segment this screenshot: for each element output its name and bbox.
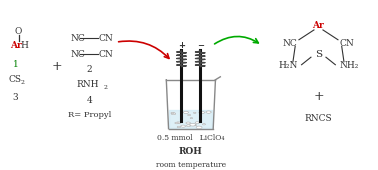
Circle shape bbox=[181, 125, 186, 127]
Text: CS: CS bbox=[9, 75, 22, 84]
Circle shape bbox=[190, 118, 193, 119]
FancyArrowPatch shape bbox=[215, 37, 258, 44]
Text: NC: NC bbox=[70, 34, 85, 43]
Text: +: + bbox=[178, 41, 185, 50]
Text: 2: 2 bbox=[87, 65, 92, 74]
Circle shape bbox=[199, 111, 204, 114]
Circle shape bbox=[195, 122, 199, 124]
Circle shape bbox=[183, 111, 188, 113]
Circle shape bbox=[171, 112, 174, 114]
Text: RNH: RNH bbox=[76, 80, 99, 89]
Text: NC: NC bbox=[70, 50, 85, 59]
Text: NH₂: NH₂ bbox=[339, 61, 359, 70]
Text: +: + bbox=[313, 90, 324, 103]
Text: NC: NC bbox=[283, 39, 298, 48]
FancyArrowPatch shape bbox=[119, 41, 169, 58]
Circle shape bbox=[175, 122, 178, 124]
Text: H: H bbox=[20, 41, 28, 50]
Circle shape bbox=[171, 113, 176, 115]
Text: S: S bbox=[315, 50, 322, 59]
Circle shape bbox=[194, 112, 196, 113]
Text: R= Propyl: R= Propyl bbox=[68, 111, 111, 119]
Text: 1: 1 bbox=[13, 60, 19, 69]
Text: CN: CN bbox=[98, 34, 113, 43]
Text: 2: 2 bbox=[103, 85, 107, 90]
Text: CN: CN bbox=[98, 50, 113, 59]
Circle shape bbox=[177, 126, 181, 128]
Text: 2: 2 bbox=[21, 80, 25, 85]
Text: 3: 3 bbox=[13, 93, 19, 102]
Circle shape bbox=[203, 124, 205, 125]
Text: O: O bbox=[15, 27, 22, 36]
Circle shape bbox=[187, 114, 191, 116]
Circle shape bbox=[206, 111, 211, 113]
Circle shape bbox=[196, 126, 202, 129]
Circle shape bbox=[186, 125, 191, 127]
Text: RNCS: RNCS bbox=[305, 114, 332, 123]
Text: CN: CN bbox=[339, 39, 354, 48]
Circle shape bbox=[190, 123, 196, 126]
Text: Ar: Ar bbox=[313, 21, 324, 30]
Circle shape bbox=[176, 122, 181, 124]
Text: −: − bbox=[197, 41, 204, 50]
Text: H₂N: H₂N bbox=[278, 61, 297, 70]
Circle shape bbox=[193, 125, 196, 126]
Text: 4: 4 bbox=[87, 96, 93, 105]
Text: 0.5 mmol   LiClO₄: 0.5 mmol LiClO₄ bbox=[157, 134, 225, 142]
Text: ROH: ROH bbox=[179, 147, 203, 156]
Text: +: + bbox=[52, 60, 62, 73]
Text: room temperature: room temperature bbox=[156, 161, 226, 169]
Text: Ar: Ar bbox=[10, 41, 22, 50]
Circle shape bbox=[186, 122, 191, 124]
Circle shape bbox=[194, 124, 196, 125]
